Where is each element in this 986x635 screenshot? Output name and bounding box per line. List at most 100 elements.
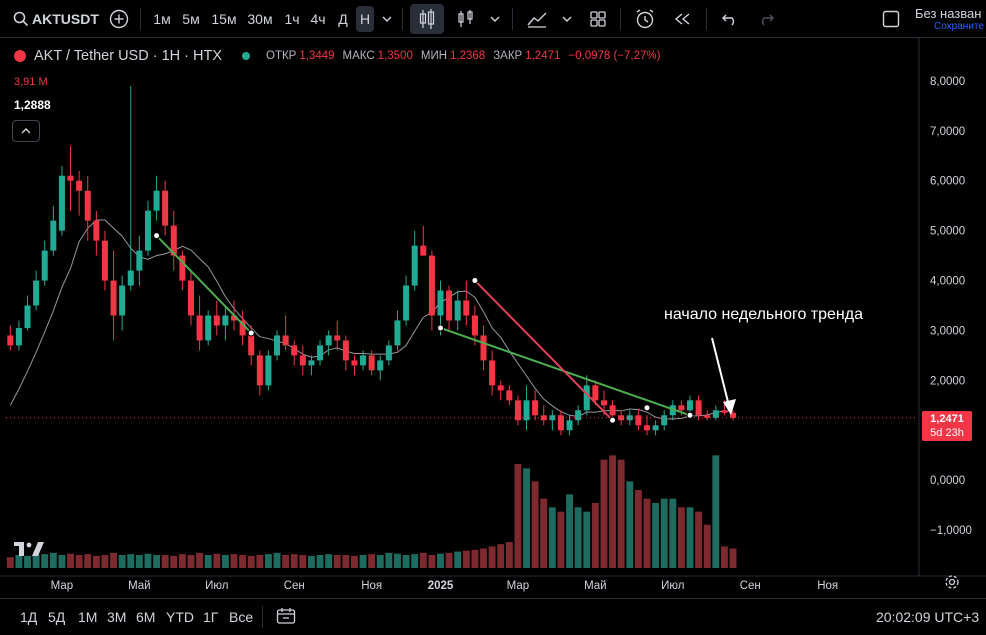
volume-bar [221,555,229,568]
volume-bar [471,549,479,568]
volume-bar [333,555,341,568]
interval-4h[interactable]: 4ч [310,11,326,27]
high-value: 1,3500 [377,50,413,62]
change-value: −0,0978 (−7,27%) [568,50,661,62]
interval-15m[interactable]: 15м [211,11,237,27]
range-all[interactable]: Все [229,609,254,625]
save-link[interactable]: Сохраните [934,21,984,32]
candle-body [480,335,487,361]
candle-body [299,355,306,366]
undo-icon[interactable] [718,6,742,32]
range-3m[interactable]: 3М [107,609,127,625]
trendline-red [474,279,614,421]
volume-bar [488,546,496,568]
y-tick-label: 3,0000 [930,325,965,337]
chevron-down-icon[interactable] [558,6,576,32]
candle-body [678,405,685,411]
interval-day[interactable]: Д [338,11,348,27]
candle-body [265,355,272,386]
alert-clock-icon[interactable] [632,6,658,32]
layout-grid-icon[interactable] [586,6,610,32]
trend-annotation[interactable]: начало недельного тренда [664,306,863,323]
volume-bar [686,507,694,568]
volume-bar [342,555,350,568]
search-icon[interactable] [12,6,30,32]
volume-bar [591,503,599,568]
x-tick-label: 2025 [428,580,454,592]
symbol-name[interactable]: AKTUSDT [32,11,99,27]
indicators-icon[interactable] [524,6,550,32]
candle-body [506,390,513,401]
price-chart[interactable]: 8,0000 7,0000 6,0000 5,0000 4,0000 3,0000 2,00… [0,38,986,598]
volume-bar [583,511,591,568]
candle-body [618,415,625,421]
interval-5m[interactable]: 5м [182,11,200,27]
layout-title[interactable]: Без назван [915,6,982,21]
candle-body [248,335,255,356]
volume-bar [49,552,57,568]
chevron-down-icon[interactable] [486,6,504,32]
candle-body [704,415,711,418]
chart-area[interactable]: 8,0000 7,0000 6,0000 5,0000 4,0000 3,0000 2,00… [0,38,986,598]
range-ytd[interactable]: YTD [166,609,194,625]
clock[interactable]: 20:02:09 UTC+3 [876,609,980,625]
candle-body [67,175,74,181]
candle-body [7,335,14,346]
tradingview-logo[interactable] [14,540,46,563]
bar-countdown: 5d 23h [930,427,964,439]
candle-body [420,245,427,256]
axis-settings-icon[interactable] [944,574,960,595]
indicators-template-icon[interactable] [454,6,478,32]
range-5d[interactable]: 5Д [48,609,66,625]
collapse-legend-button[interactable] [12,120,40,142]
volume-bar [127,554,135,568]
volume-bar [652,503,660,568]
interval-1m[interactable]: 1м [153,11,171,27]
add-symbol-icon[interactable] [108,6,130,32]
date-range-icon[interactable] [276,607,296,630]
candles-chart-type-icon[interactable] [410,4,444,34]
chevron-down-icon[interactable] [378,6,396,32]
volume-bar [428,555,436,568]
x-tick-label: Май [584,580,607,592]
candle-body [256,355,263,386]
volume-bar [282,555,290,568]
layout-checkbox-icon[interactable] [880,6,902,32]
candle-body [93,220,100,241]
candle-body [291,345,298,356]
range-1m[interactable]: 1М [78,609,98,625]
candle-body [41,250,48,281]
bottom-toolbar: 1Д 5Д 1М 3М 6М YTD 1Г Все 20:02:09 UTC+3 [0,598,986,635]
volume-bar [402,555,410,568]
candle-body [368,355,375,371]
candle-body [497,385,504,391]
candle-body [454,300,461,321]
candle-body [50,220,57,251]
volume-bar [15,555,23,568]
range-6m[interactable]: 6М [136,609,156,625]
range-1y[interactable]: 1Г [203,609,219,625]
candle-body [721,410,728,413]
volume-bar [480,548,487,568]
volume-bar [161,555,169,568]
volume-bar [394,553,401,568]
candle-body [471,315,478,336]
close-label: ЗАКР [493,50,523,62]
trendline-anchor [471,277,479,285]
ma-value: 1,2888 [14,98,51,112]
candle-body [325,335,332,346]
volume-bar [677,507,685,568]
candle-body [532,400,539,416]
interval-1h[interactable]: 1ч [284,11,300,27]
candle-body [411,245,418,286]
candle-body [110,280,117,316]
interval-30m[interactable]: 30м [247,11,273,27]
ohlc-values: ОТКР 1,3449 МАКС 1,3500 МИН 1,2368 ЗАКР 1,24… [266,50,660,62]
volume-bar [32,555,40,568]
replay-icon[interactable] [670,6,694,32]
volume-bar [67,553,74,568]
chevron-up-icon [21,128,31,134]
redo-icon[interactable] [754,6,778,32]
interval-week[interactable]: Н [356,6,374,32]
range-1d[interactable]: 1Д [20,609,38,625]
